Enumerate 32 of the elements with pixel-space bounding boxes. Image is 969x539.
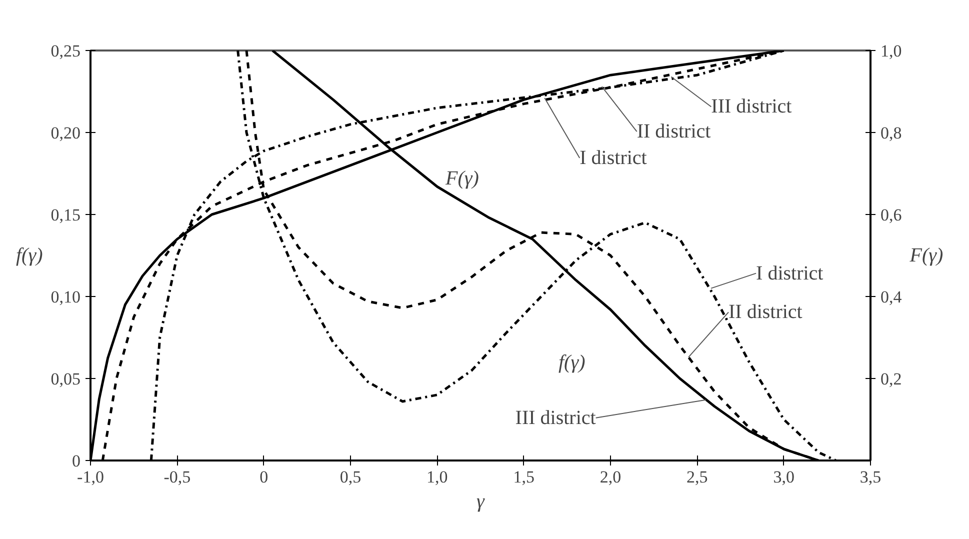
y-tick-label: 0 <box>72 452 80 470</box>
x-tick-label: 0 <box>260 468 268 486</box>
y-tick-label: 0,10 <box>50 288 80 306</box>
annotation: II district <box>728 301 803 324</box>
annotation: F(γ) <box>444 168 480 190</box>
y-tick-label: 0,25 <box>50 42 80 60</box>
annotation: f(γ) <box>558 352 586 374</box>
annotation: III district <box>711 96 792 118</box>
y2-tick-label: 0,4 <box>880 288 902 306</box>
annotation: II district <box>636 120 712 143</box>
x-tick-label: 3,0 <box>773 468 794 486</box>
x-tick-label: 0,5 <box>340 468 362 486</box>
y2-tick-label: 0,2 <box>880 370 902 388</box>
x-tick-label: 2,5 <box>686 468 708 486</box>
x-tick-label: 1,0 <box>426 468 448 486</box>
annotation: III district <box>515 406 596 429</box>
y-tick-label: 0,20 <box>50 124 80 142</box>
x-axis-title: γ <box>476 490 486 512</box>
y2-tick-label: 0,6 <box>880 206 902 224</box>
x-tick-label: -1,0 <box>77 468 104 486</box>
y2-axis-title: F(γ) <box>908 244 944 266</box>
x-tick-label: 1,5 <box>513 468 534 486</box>
y2-tick-label: 1,0 <box>880 42 902 60</box>
x-tick-label: 2,0 <box>600 468 622 486</box>
x-tick-label: -0,5 <box>164 468 191 486</box>
annotation: I district <box>756 262 824 284</box>
y-axis-title: f(γ) <box>16 244 44 266</box>
y2-tick-label: 0,8 <box>880 124 902 142</box>
y-tick-label: 0,05 <box>50 370 80 388</box>
y-tick-label: 0,15 <box>50 206 80 224</box>
annotation: I district <box>580 147 648 170</box>
x-tick-label: 3,5 <box>860 468 882 486</box>
